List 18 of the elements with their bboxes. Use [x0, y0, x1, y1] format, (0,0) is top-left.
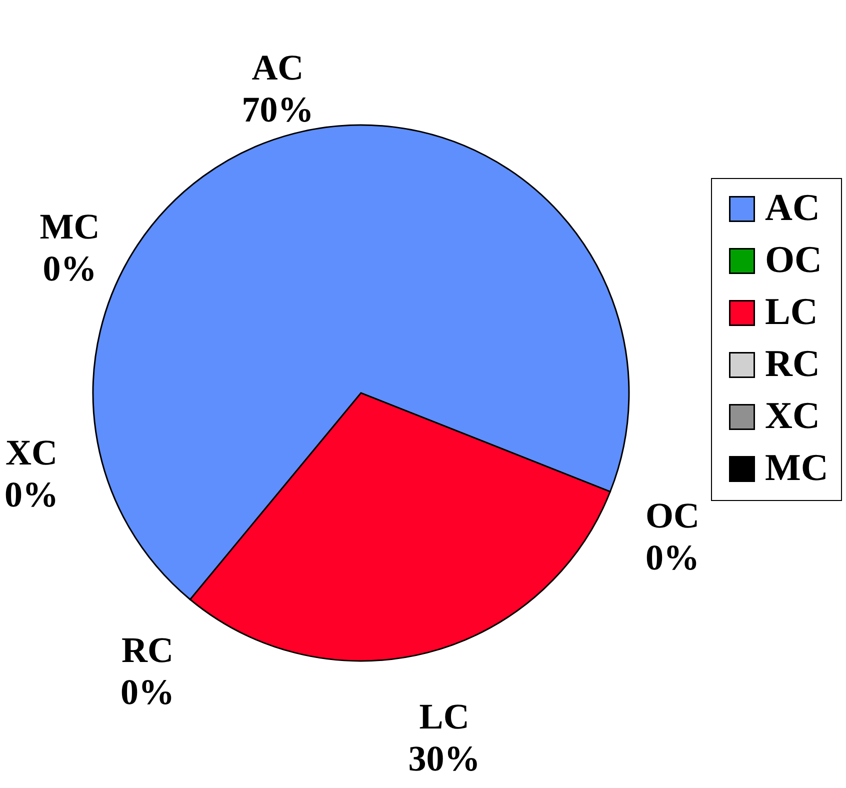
- category-label: OC: [645, 495, 700, 536]
- data-label: 70%: [242, 90, 314, 130]
- slice-label: LC: [419, 696, 470, 736]
- legend-label: OC: [765, 239, 822, 281]
- text: 0%: [4, 474, 59, 514]
- category-label: XC: [6, 432, 58, 472]
- category-label: RC: [121, 630, 174, 670]
- legend-label: LC: [765, 291, 818, 333]
- text: 0%: [645, 537, 700, 578]
- legend-label: RC: [765, 343, 820, 385]
- data-label: 30%: [408, 738, 480, 778]
- legend-label: AC: [765, 187, 820, 229]
- slice-label: AC: [252, 48, 304, 88]
- text: 0%: [42, 248, 97, 289]
- legend-label: XC: [765, 395, 820, 437]
- text: 0%: [120, 672, 174, 712]
- category-label: MC: [40, 206, 100, 247]
- legend-label: MC: [765, 447, 828, 489]
